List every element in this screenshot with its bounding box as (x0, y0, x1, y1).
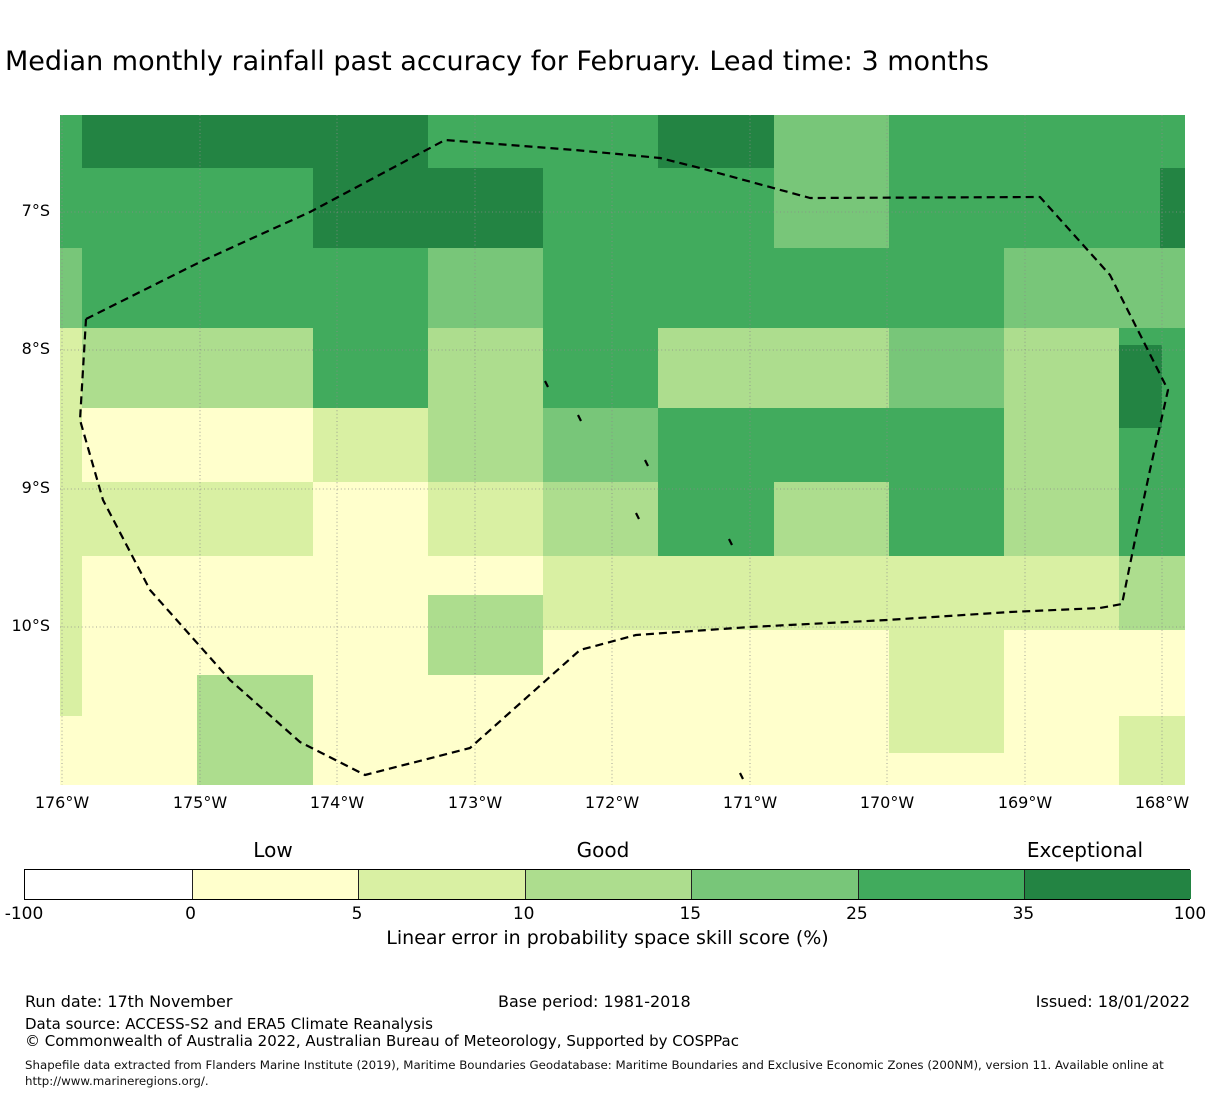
x-tick-label: 176°W (34, 793, 90, 812)
map-cell (543, 408, 658, 482)
map-cell (774, 482, 889, 556)
x-tick-label: 175°W (172, 793, 228, 812)
map-cell (889, 630, 1004, 753)
shapefile-note-line2: http://www.marineregions.org/. (25, 1074, 209, 1088)
issued-date: Issued: 18/01/2022 (1035, 992, 1190, 1011)
colorbar-tick-label: 0 (185, 904, 196, 924)
map-cell (60, 115, 82, 168)
map-cell (658, 328, 889, 408)
x-tick-label: 171°W (722, 793, 778, 812)
colorbar (24, 869, 1191, 900)
x-tick-label: 170°W (859, 793, 915, 812)
map-cell (889, 115, 1185, 168)
y-tick-label: 8°S (21, 339, 50, 358)
map-cell (313, 328, 428, 408)
map-cell (428, 115, 658, 168)
map-cell (1160, 168, 1185, 248)
colorbar-tick-label: 15 (679, 904, 702, 924)
map-cell (889, 168, 1160, 248)
map-cell (543, 556, 1119, 630)
page-title: Median monthly rainfall past accuracy fo… (5, 46, 989, 77)
colorbar-segment (691, 870, 858, 899)
map-cell (60, 248, 82, 328)
colorbar-segment (524, 870, 692, 899)
map-cell (1004, 482, 1119, 556)
map-cell (82, 408, 313, 482)
map-cell (889, 328, 1004, 408)
map-cell (428, 408, 543, 482)
map-cell (1119, 716, 1185, 785)
map-cell (658, 408, 1004, 482)
run-date: Run date: 17th November (25, 992, 233, 1011)
map-cell (60, 408, 82, 482)
map-cell (1119, 556, 1185, 630)
map-cell (543, 482, 658, 556)
map-cell (428, 482, 543, 556)
copyright: © Commonwealth of Australia 2022, Austra… (25, 1032, 739, 1050)
colorbar-caption: Linear error in probability space skill … (386, 927, 829, 949)
y-tick-label: 10°S (11, 616, 50, 635)
map-cell (1119, 482, 1185, 556)
map-cell (313, 168, 543, 248)
x-tick-label: 168°W (1134, 793, 1190, 812)
map-cell (60, 328, 82, 408)
colorbar-category-label: Exceptional (1026, 838, 1144, 862)
x-tick-label: 174°W (309, 793, 365, 812)
x-tick-label: 173°W (447, 793, 503, 812)
base-period: Base period: 1981-2018 (498, 992, 691, 1011)
colorbar-segment (358, 870, 525, 899)
map-cell (313, 482, 428, 556)
colorbar-segment (857, 870, 1025, 899)
map-cell (428, 328, 543, 408)
map-cell (313, 408, 428, 482)
map-cell (60, 556, 82, 630)
colorbar-category-label: Low (253, 838, 293, 862)
map-cell (428, 595, 543, 675)
map-cell (1004, 328, 1119, 408)
map-cell (774, 168, 889, 248)
colorbar-segment (1024, 870, 1191, 899)
map-cell (1004, 248, 1185, 328)
y-tick-label: 9°S (21, 478, 50, 497)
colorbar-segment (25, 870, 192, 899)
map-cell (543, 328, 658, 408)
map-cell (1119, 345, 1162, 428)
colorbar-tick-label: 35 (1012, 904, 1035, 924)
map-cell (82, 328, 313, 408)
colorbar-category-label: Good (576, 838, 630, 862)
data-source: Data source: ACCESS-S2 and ERA5 Climate … (25, 1015, 433, 1033)
map-cell (82, 248, 428, 328)
colorbar-tick-label: 100 (1173, 904, 1207, 924)
map-cell (543, 248, 1004, 328)
map-cell (658, 115, 774, 168)
y-tick-label: 7°S (21, 201, 50, 220)
map-cell (658, 482, 774, 556)
map-cell (60, 168, 313, 248)
shapefile-note-line1: Shapefile data extracted from Flanders M… (25, 1058, 1164, 1072)
colorbar-tick-label: 25 (846, 904, 868, 924)
map-cell (774, 115, 889, 168)
colorbar-tick-label: 5 (351, 904, 363, 924)
map-cell (82, 115, 428, 168)
colorbar-tick-label: 10 (512, 904, 535, 924)
map-cell (1004, 408, 1119, 482)
colorbar-tick-label: -100 (4, 904, 44, 924)
x-tick-label: 169°W (997, 793, 1053, 812)
map-cell (543, 168, 774, 248)
map-cell (428, 248, 543, 328)
colorbar-segment (191, 870, 359, 899)
map-cell (60, 482, 313, 556)
x-tick-label: 172°W (584, 793, 640, 812)
map-cell (889, 482, 1004, 556)
map-cell (60, 630, 82, 716)
map-cell (197, 675, 313, 785)
